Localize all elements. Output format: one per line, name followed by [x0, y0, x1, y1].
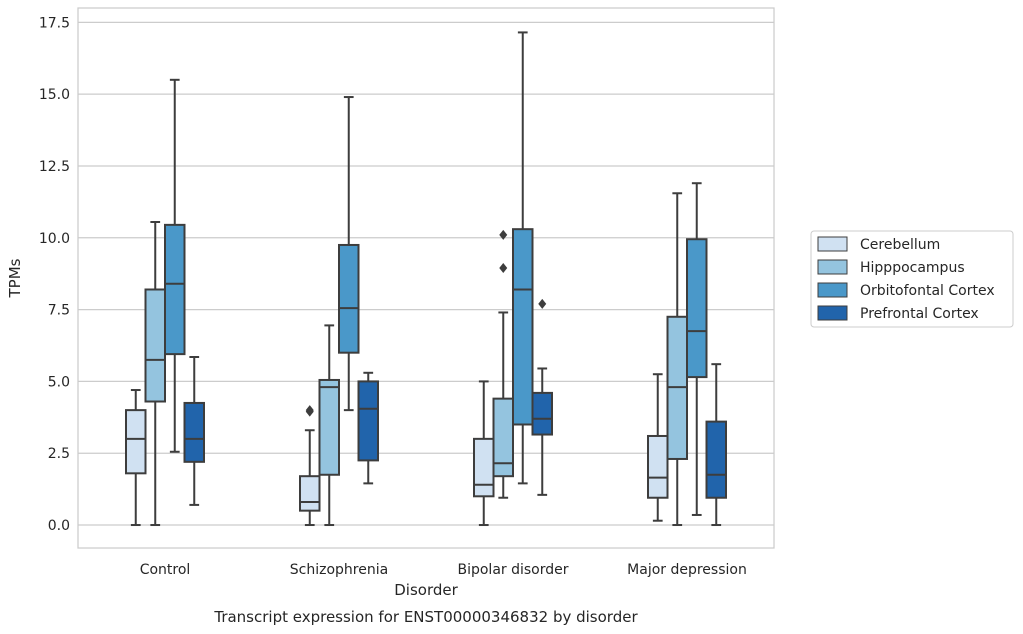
box-body — [531, 391, 553, 436]
box-body — [686, 238, 708, 379]
box-hipppocampus — [144, 220, 166, 527]
box-body — [144, 288, 166, 403]
box-cerebellum — [647, 373, 669, 522]
x-axis-label: Disorder — [394, 581, 458, 599]
plot-frame — [77, 7, 775, 549]
outlier-point — [499, 229, 508, 240]
box-body — [473, 437, 495, 498]
box-body — [338, 243, 360, 354]
y-tick-label: 7.5 — [48, 303, 70, 319]
x-tick-label: Control — [140, 562, 191, 578]
legend-label: Prefrontal Cortex — [860, 306, 979, 322]
box-body — [357, 380, 379, 462]
y-axis-ticks: 0.0 2.5 5.0 7.5 10.0 12.5 15.0 17.5 — [39, 15, 70, 534]
x-tick-label: Schizophrenia — [290, 562, 388, 578]
box-hipppocampus — [492, 229, 514, 499]
box-body — [705, 420, 727, 499]
box-body — [318, 378, 340, 476]
outlier-point — [305, 405, 314, 416]
x-tick-label: Major depression — [627, 562, 747, 578]
box-body — [299, 475, 321, 512]
box-body — [492, 397, 514, 478]
legend-label: Orbitofontal Cortex — [860, 283, 995, 299]
outlier-point — [499, 262, 508, 273]
y-tick-label: 15.0 — [39, 87, 70, 103]
legend-label: Cerebellum — [860, 237, 940, 253]
legend-swatch — [817, 259, 848, 275]
legend-swatch — [817, 305, 848, 321]
y-tick-label: 5.0 — [48, 374, 70, 390]
box-prefrontal-cortex — [183, 355, 205, 506]
box-prefrontal-cortex — [357, 371, 379, 485]
y-tick-label: 17.5 — [39, 15, 70, 31]
y-tick-label: 0.0 — [48, 518, 70, 534]
x-tick-label: Bipolar disorder — [457, 562, 568, 578]
box-body — [512, 228, 534, 426]
box-prefrontal-cortex — [531, 298, 553, 496]
legend-label: Hipppocampus — [860, 260, 965, 276]
box-orbitofontal-cortex — [338, 96, 360, 412]
box-orbitofontal-cortex — [512, 31, 534, 485]
box-body — [125, 409, 147, 475]
y-tick-label: 12.5 — [39, 159, 70, 175]
y-tick-label: 2.5 — [48, 446, 70, 462]
box-hipppocampus — [666, 192, 688, 527]
box-body — [164, 223, 186, 356]
chart-caption: Transcript expression for ENST0000034683… — [213, 608, 638, 626]
box-prefrontal-cortex — [705, 363, 727, 527]
box-cerebellum — [299, 405, 321, 527]
outlier-point — [538, 298, 547, 309]
y-axis-label: TPMs — [6, 258, 24, 298]
box-orbitofontal-cortex — [686, 182, 708, 516]
legend-swatch — [817, 236, 848, 252]
legend-swatch — [817, 282, 848, 298]
box-hipppocampus — [318, 324, 340, 527]
box-body — [647, 434, 669, 499]
box-orbitofontal-cortex — [164, 78, 186, 453]
legend: Cerebellum Hipppocampus Orbitofontal Corte… — [810, 230, 1014, 328]
x-axis-ticks: Control Schizophrenia Bipolar disorder Majo… — [140, 562, 747, 578]
boxes — [125, 31, 727, 527]
legend-frame — [810, 230, 1014, 328]
y-tick-label: 10.0 — [39, 231, 70, 247]
box-cerebellum — [125, 389, 147, 527]
box-body — [183, 401, 205, 463]
